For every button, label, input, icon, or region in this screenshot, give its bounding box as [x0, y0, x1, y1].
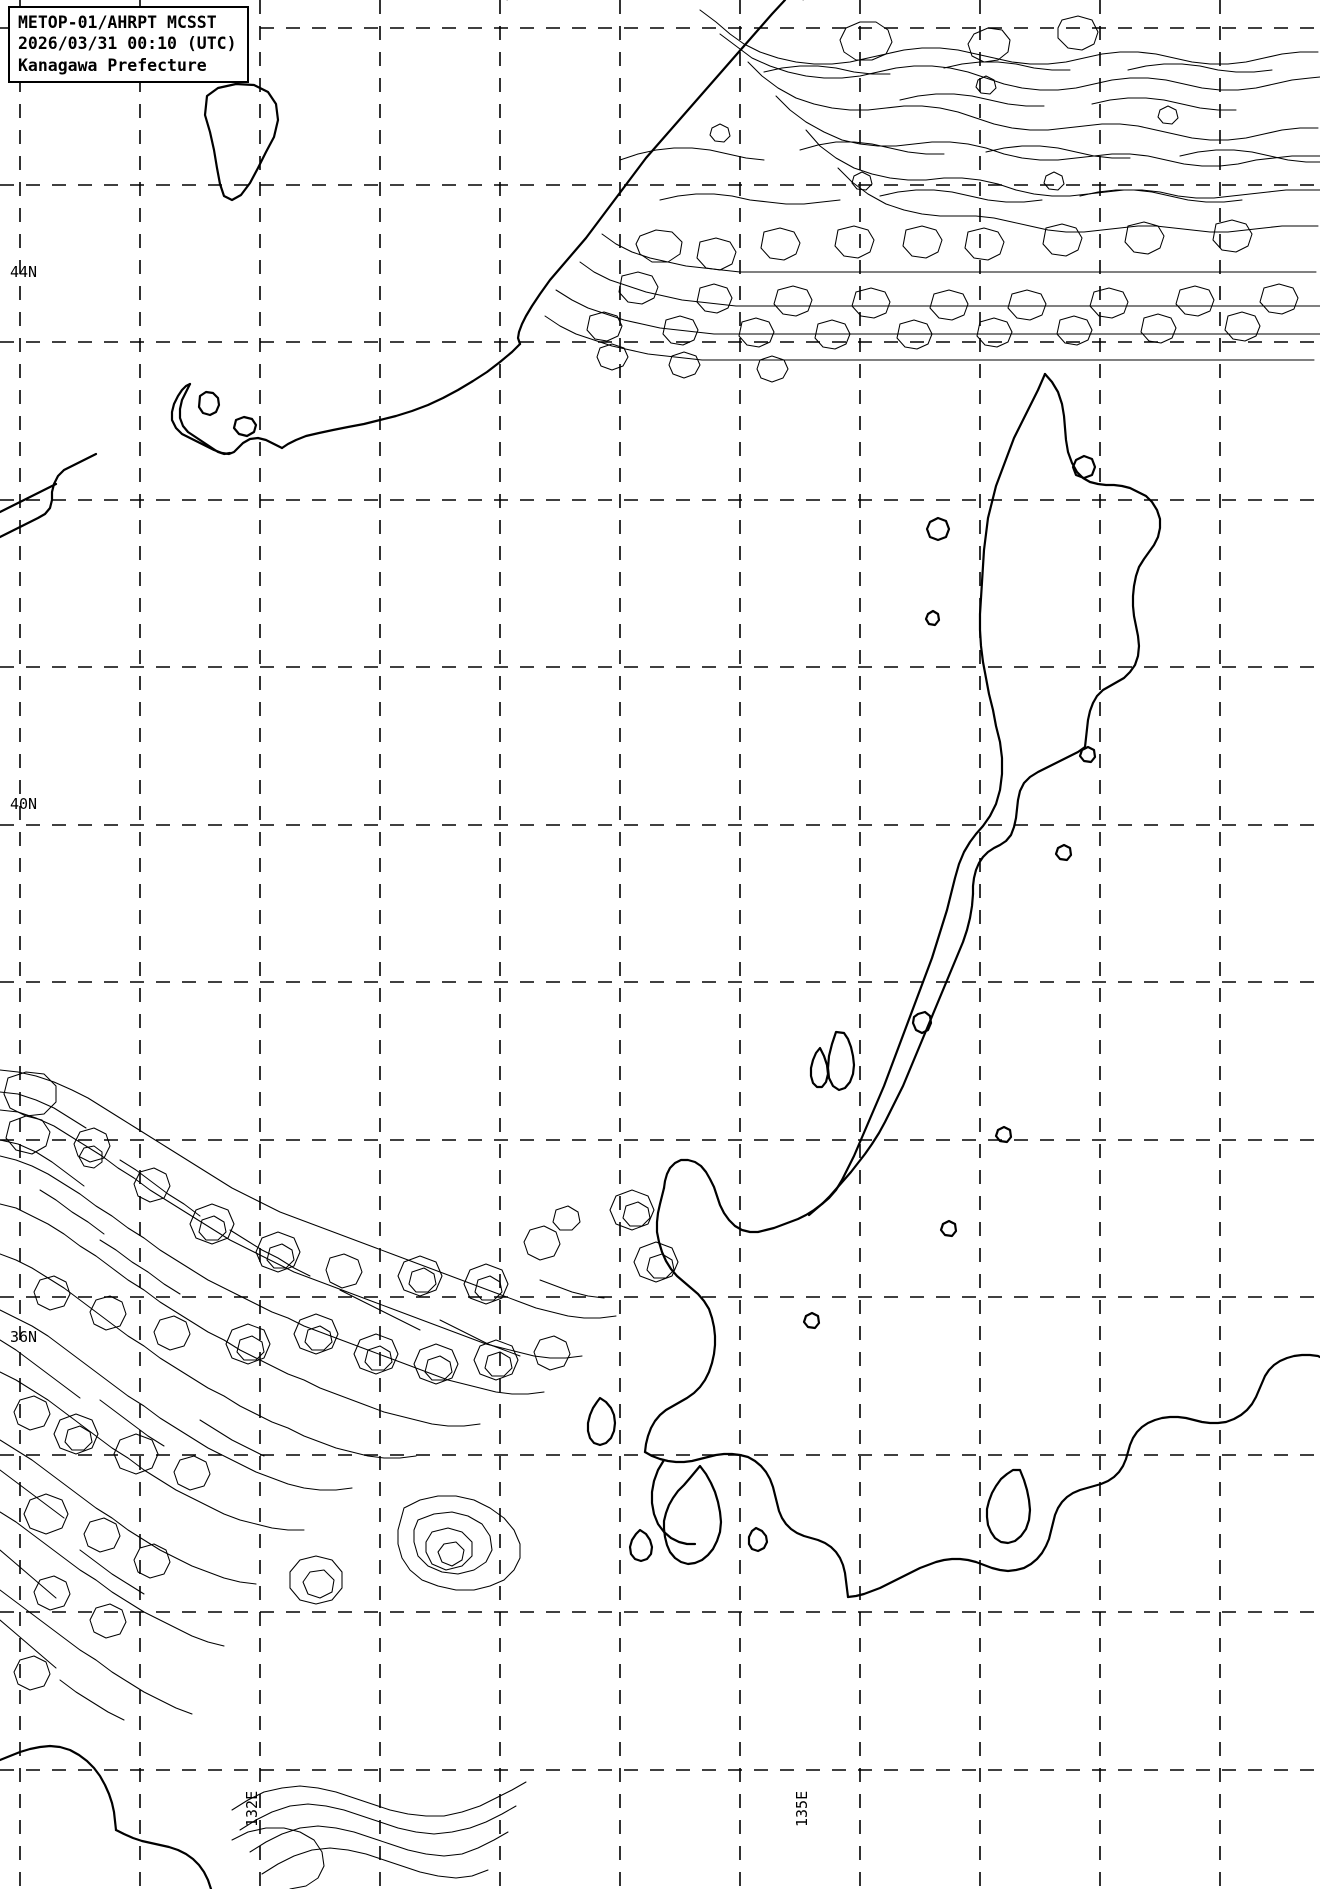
title-box: METOP-01/AHRPT MCSST 2026/03/31 00:10 (U… — [8, 6, 249, 84]
lon-label-136e: 138E — [799, 0, 817, 2]
lat-label-36n: 36N — [10, 1328, 38, 1346]
title-timestamp: 2026/03/31 00:10 (UTC) — [18, 34, 237, 54]
lat-label-40n: 40N — [10, 795, 38, 813]
lat-label-44n: 44N — [10, 263, 38, 281]
title-region: Kanagawa Prefecture — [18, 55, 207, 75]
lon-label-132e: 132E — [243, 1790, 261, 1827]
title-product: METOP-01/AHRPT MCSST — [18, 13, 217, 32]
lon-label-135e: 136E — [503, 0, 521, 2]
lon-label-138e: 135E — [793, 1790, 811, 1827]
